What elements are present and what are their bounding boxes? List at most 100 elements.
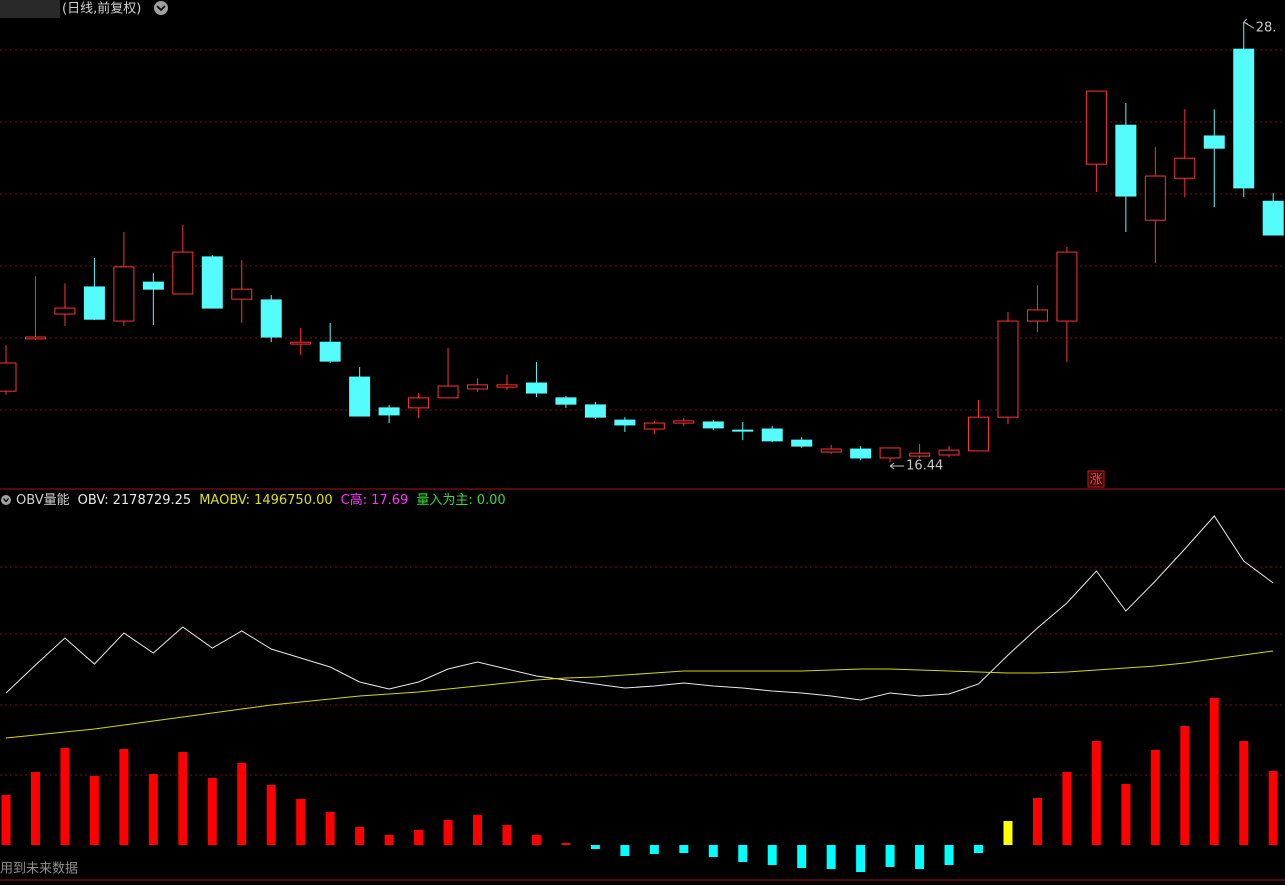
marker: 涨 xyxy=(1089,473,1102,488)
candle-body xyxy=(113,266,135,322)
volume-bar xyxy=(944,845,954,865)
volume-bar xyxy=(473,815,483,845)
marker-box xyxy=(1087,470,1105,488)
candle-body xyxy=(909,452,931,457)
candle-body xyxy=(496,384,518,388)
candle-body xyxy=(408,397,430,409)
candle-body xyxy=(172,251,194,295)
candle-body xyxy=(260,299,282,338)
min-arrow xyxy=(889,462,905,470)
volume-bar xyxy=(266,785,276,845)
candle-body xyxy=(1085,90,1107,165)
candle-body xyxy=(614,419,636,426)
readout-name: C高: xyxy=(341,492,367,508)
candle-body xyxy=(673,420,695,424)
candle-body xyxy=(54,307,76,315)
volume-bar xyxy=(148,774,158,845)
candle-body xyxy=(938,449,960,456)
volume-bar xyxy=(1032,798,1042,845)
candle-body xyxy=(290,341,312,345)
volume-bar xyxy=(1091,741,1101,845)
candle-body xyxy=(702,421,724,429)
volume-bar xyxy=(502,825,512,845)
candle-body xyxy=(0,362,17,392)
candle-body xyxy=(142,281,164,290)
candle-body xyxy=(1233,48,1255,189)
candle-body xyxy=(83,286,105,320)
candle-body xyxy=(555,397,577,405)
candle-body xyxy=(24,336,46,340)
indicator-icon[interactable] xyxy=(1,495,11,505)
volume-bar xyxy=(60,748,70,845)
volume-bar xyxy=(649,845,659,854)
volume-bar xyxy=(885,845,895,867)
candle-body xyxy=(1115,124,1137,197)
candle-body xyxy=(319,341,341,362)
candle-body xyxy=(1203,135,1225,149)
candle-body xyxy=(997,320,1019,418)
candle-body xyxy=(820,448,842,453)
volume-bar xyxy=(531,835,541,845)
volume-bar xyxy=(325,812,335,845)
volume-bar xyxy=(679,845,689,853)
blurred-name xyxy=(0,0,60,18)
volume-bar xyxy=(1239,741,1249,845)
volume-bar xyxy=(797,845,807,868)
chart-title: (日线,前复权) xyxy=(62,1,141,17)
min-label: 16.44 xyxy=(906,459,943,474)
volume-bar xyxy=(178,752,188,845)
candle-body xyxy=(231,288,253,300)
candle-body xyxy=(643,422,665,430)
candle-body xyxy=(525,382,547,394)
max-arrow xyxy=(1243,18,1254,29)
volume-bar xyxy=(384,835,394,845)
volume-bar xyxy=(355,827,365,845)
dropdown-icon[interactable] xyxy=(154,1,168,15)
volume-bar xyxy=(826,845,836,869)
readout-name: OBV: xyxy=(78,493,109,508)
candle-body xyxy=(879,447,901,459)
candle-body xyxy=(791,439,813,447)
candle-body xyxy=(1026,309,1048,322)
volume-bar xyxy=(767,845,777,865)
candle-body xyxy=(1144,175,1166,221)
candle-body xyxy=(1056,251,1078,322)
volume-bar xyxy=(1150,750,1160,845)
volume-bar xyxy=(1268,771,1278,845)
readout-value: 0.00 xyxy=(477,493,506,508)
readout-name: 量入为主: xyxy=(416,493,472,508)
candle-body xyxy=(584,404,606,418)
volume-bar xyxy=(30,772,40,845)
volume-bar xyxy=(1209,698,1219,845)
candle-body xyxy=(968,416,990,452)
volume-bar xyxy=(561,843,571,845)
volume-bar xyxy=(1121,784,1131,845)
volume-bar xyxy=(1,795,11,845)
candle-body xyxy=(378,407,400,416)
readout-name: MAOBV: xyxy=(199,493,250,508)
volume-bar xyxy=(89,776,99,845)
footer-note: 用到未来数据 xyxy=(0,862,78,877)
volume-bar xyxy=(237,763,247,845)
candle-body xyxy=(467,384,489,390)
candle-body xyxy=(732,429,754,432)
volume-bar xyxy=(974,845,984,853)
volume-bar xyxy=(590,845,600,849)
volume-bar xyxy=(620,845,630,856)
volume-bar xyxy=(915,845,925,869)
readout-value: 2178729.25 xyxy=(113,493,192,508)
readout-value: 1496750.00 xyxy=(254,493,333,508)
volume-bar xyxy=(207,778,217,845)
candle-body xyxy=(349,376,371,417)
indicator-line xyxy=(5,650,1274,739)
volume-bar xyxy=(708,845,718,857)
volume-bar xyxy=(856,845,866,872)
max-label: 28. xyxy=(1256,21,1277,36)
volume-bar xyxy=(1062,772,1072,845)
candle-body xyxy=(1262,200,1284,236)
volume-bar xyxy=(119,749,129,845)
candle-body xyxy=(437,385,459,399)
volume-bar xyxy=(1003,821,1013,845)
readout-value: 17.69 xyxy=(371,493,408,508)
